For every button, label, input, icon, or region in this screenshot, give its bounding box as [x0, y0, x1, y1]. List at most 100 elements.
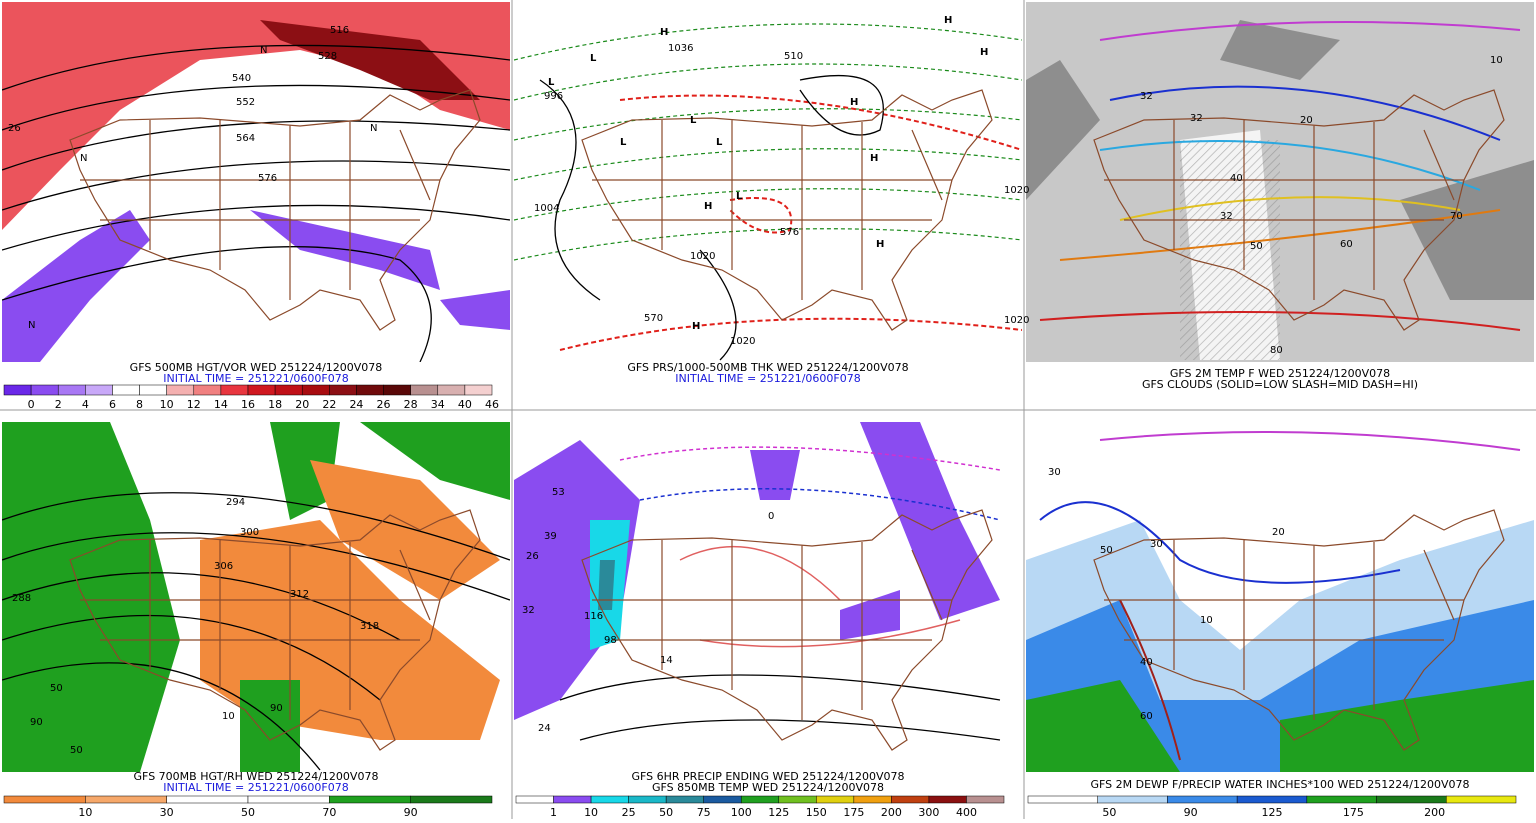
colorbar-swatch [85, 384, 113, 396]
colorbar-swatch [437, 384, 466, 396]
caption: GFS 850MB TEMP WED 251224/1200V078 [652, 781, 884, 794]
map-label: L [690, 115, 697, 126]
caption: GFS CLOUDS (SOLID=LOW SLASH=MID DASH=HI) [1142, 378, 1418, 391]
map-label: 10 [1200, 615, 1213, 626]
colorbar-swatch [928, 795, 967, 804]
colorbar-label: 300 [918, 806, 939, 819]
caption: GFS PRS/1000-500MB THK WED 251224/1200V0… [627, 361, 908, 374]
colorbar-swatch [553, 795, 592, 804]
colorbar-label: 40 [458, 398, 472, 411]
colorbar-swatch [740, 795, 780, 804]
map-label: 53 [552, 487, 565, 498]
map-label: 50 [50, 683, 63, 694]
rh-map [2, 422, 510, 772]
colorbar-label: 0 [28, 398, 35, 411]
map-label: L [716, 137, 723, 148]
colorbar-label: 20 [295, 398, 309, 411]
pressure-thickness-map [514, 2, 1022, 362]
colorbar-label: 10 [160, 398, 174, 411]
dewpoint-pw-map [1026, 422, 1534, 772]
colorbar-label: 50 [1102, 806, 1116, 819]
colorbar-swatch [665, 795, 704, 804]
colorbar-swatch [515, 795, 554, 804]
map-label: 30 [1048, 467, 1061, 478]
vorticity-map [2, 2, 510, 362]
map-label: L [590, 53, 597, 64]
colorbar-label: 1 [550, 806, 557, 819]
colorbar-swatch [628, 795, 667, 804]
colorbar-swatch [3, 795, 86, 804]
map-label: 1036 [668, 43, 693, 54]
colorbar-label: 10 [584, 806, 598, 819]
map-label: 70 [1450, 211, 1463, 222]
map-label: 10 [222, 711, 235, 722]
map-label: H [944, 15, 952, 26]
colorbar-swatch [1376, 795, 1447, 804]
colorbar-label: 125 [768, 806, 789, 819]
colorbar-swatch [1027, 795, 1098, 804]
colorbar-swatch [57, 384, 86, 396]
colorbar-swatch [247, 384, 276, 396]
colorbar-swatch [356, 384, 384, 396]
map-label: 80 [1270, 345, 1283, 356]
caption: GFS 500MB HGT/VOR WED 251224/1200V078 [130, 361, 383, 374]
map-label: N [80, 153, 87, 164]
colorbar-swatch [966, 795, 1005, 804]
map-label: 50 [1100, 545, 1113, 556]
colorbar-swatch [247, 795, 330, 804]
colorbar-label: 46 [485, 398, 499, 411]
colorbar-label: 34 [431, 398, 445, 411]
map-label: 98 [604, 635, 617, 646]
colorbar-label: 14 [214, 398, 228, 411]
colorbar-label: 200 [1424, 806, 1445, 819]
map-label: H [704, 201, 712, 212]
map-label: 60 [1340, 239, 1353, 250]
map-label: N [370, 123, 377, 134]
colorbar-label: 16 [241, 398, 255, 411]
colorbar-label: 175 [843, 806, 864, 819]
map-label: 288 [12, 593, 31, 604]
colorbar-label: 90 [404, 806, 418, 819]
map-label: 1004 [534, 203, 559, 214]
map-label: 564 [236, 133, 255, 144]
colorbar-swatch [778, 795, 817, 804]
colorbar-swatch [3, 384, 32, 396]
map-label: 1020 [690, 251, 715, 262]
caption: GFS 700MB HGT/RH WED 251224/1200V078 [134, 770, 379, 783]
colorbar-swatch [1167, 795, 1238, 804]
colorbar-swatch [816, 795, 855, 804]
colorbar-label: 12 [187, 398, 201, 411]
precip-map [514, 422, 1022, 772]
colorbar-swatch [85, 795, 167, 804]
map-label: L [620, 137, 627, 148]
colorbar-swatch [220, 384, 249, 396]
map-label: 1020 [1004, 185, 1029, 196]
map-label: 26 [526, 551, 539, 562]
map-label: 39 [544, 531, 557, 542]
map-label: 50 [70, 745, 83, 756]
map-label: 60 [1140, 711, 1153, 722]
colorbar-swatch [301, 384, 330, 396]
map-label: 1020 [730, 336, 755, 347]
map-label: 116 [584, 611, 603, 622]
map-label: 30 [1150, 539, 1163, 550]
colorbar-label: 4 [82, 398, 89, 411]
colorbar-label: 2 [55, 398, 62, 411]
colorbar-label: 26 [377, 398, 391, 411]
colorbar-label: 70 [322, 806, 336, 819]
map-label: H [660, 27, 668, 38]
colorbar-label: 30 [160, 806, 174, 819]
map-label: 510 [784, 51, 803, 62]
map-label: 40 [1140, 657, 1153, 668]
map-label: L [548, 77, 555, 88]
colorbar-swatch [166, 795, 249, 804]
colorbar-swatch [1306, 795, 1377, 804]
colorbar-label: 200 [881, 806, 902, 819]
colorbar-label: 50 [659, 806, 673, 819]
colorbar-swatch [590, 795, 629, 804]
colorbar-label: 100 [731, 806, 752, 819]
map-label: 552 [236, 97, 255, 108]
map-label: 0 [768, 511, 774, 522]
colorbar-swatch [464, 384, 493, 396]
